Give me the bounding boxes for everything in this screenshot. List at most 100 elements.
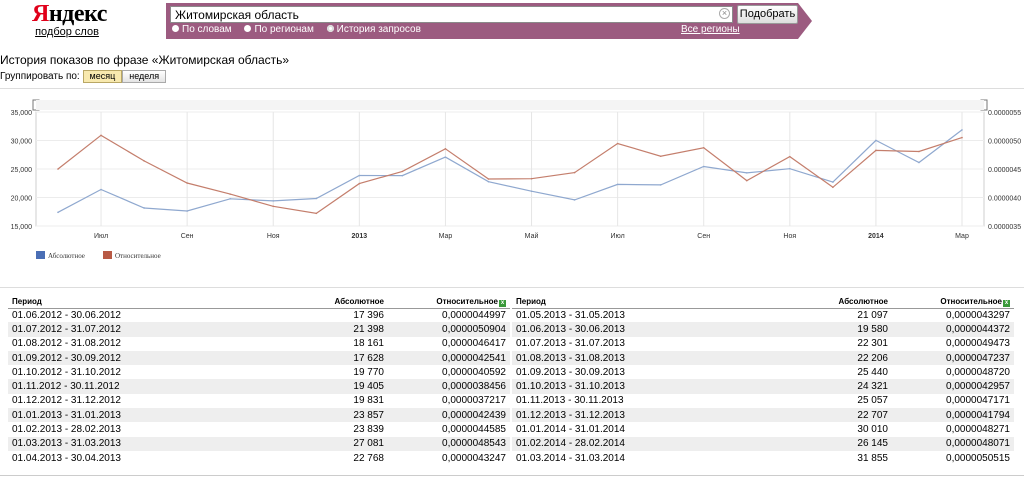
y-left-tick-label: 15,000 — [11, 224, 33, 231]
data-point — [573, 171, 576, 174]
submit-button[interactable]: Подобрать — [737, 5, 798, 24]
data-point — [272, 205, 275, 208]
table-row: 01.11.2013 - 30.11.2013 25 057 0,000004717… — [512, 394, 1014, 408]
cell-relative: 0,0000049473 — [946, 338, 1010, 350]
series-line-absolute — [57, 129, 963, 213]
x-tick-label: Ноя — [783, 233, 796, 240]
data-point — [659, 184, 662, 186]
cell-absolute: 22 768 — [353, 452, 384, 464]
data-point — [444, 148, 447, 150]
table-row: 01.02.2013 - 28.02.2013 23 839 0,000004458… — [8, 422, 510, 436]
cell-absolute: 23 839 — [353, 424, 384, 436]
cell-relative: 0,0000044997 — [442, 309, 506, 321]
cell-relative: 0,0000037217 — [442, 395, 506, 407]
table-row: 01.04.2013 - 30.04.2013 22 768 0,000004324… — [8, 451, 510, 465]
cell-absolute: 22 206 — [722, 350, 892, 366]
cell-period: 01.03.2013 - 31.03.2013 — [8, 436, 218, 451]
radio-icon[interactable] — [172, 25, 179, 32]
table-row: 01.07.2012 - 31.07.2012 21 398 0,000005090… — [8, 322, 510, 337]
header-relative[interactable]: Относительное x — [892, 296, 1014, 309]
cell-absolute: 31 855 — [857, 452, 888, 464]
cell-relative: 0,0000042439 — [388, 408, 510, 423]
table-row: 01.09.2013 - 30.09.2013 25 440 0,000004872… — [512, 365, 1014, 379]
data-point — [143, 160, 145, 162]
data-point — [875, 139, 877, 142]
cell-absolute: 19 831 — [353, 395, 384, 407]
x-tick-label: Июл — [611, 233, 625, 240]
export-excel-icon[interactable]: x — [1003, 299, 1010, 307]
table-row: 01.06.2012 - 30.06.2012 17 396 0,000004499… — [8, 308, 510, 322]
header-absolute[interactable]: Абсолютное — [722, 296, 892, 309]
data-point — [530, 190, 533, 193]
table-header-row: Период Абсолютное Относительное x — [8, 296, 510, 309]
data-point — [789, 155, 791, 158]
cell-absolute: 17 396 — [353, 309, 384, 321]
data-point — [186, 182, 188, 184]
radio-selected-icon[interactable] — [326, 25, 334, 32]
cell-relative: 0,0000041794 — [892, 408, 1014, 423]
group-week-button[interactable]: неделя — [122, 70, 167, 83]
mode-history[interactable]: История запросов — [326, 24, 421, 35]
table-row: 01.10.2013 - 31.10.2013 24 321 0,000004295… — [512, 379, 1014, 394]
all-regions-link[interactable]: Все регионы — [681, 24, 740, 35]
cell-absolute: 25 057 — [857, 395, 888, 407]
export-excel-icon[interactable]: x — [499, 299, 506, 307]
cell-period: 01.06.2012 - 30.06.2012 — [12, 309, 121, 321]
table-row: 01.12.2012 - 31.12.2012 19 831 0,000003721… — [8, 394, 510, 408]
wordstat-link[interactable]: подбор слов — [35, 26, 99, 38]
group-month-button[interactable]: месяц — [82, 70, 123, 83]
data-point — [918, 161, 920, 164]
data-point — [272, 200, 275, 202]
cell-period: 01.05.2013 - 31.05.2013 — [516, 309, 625, 321]
divider — [0, 88, 1024, 89]
header-absolute[interactable]: Абсолютное — [218, 296, 388, 309]
radio-icon[interactable] — [244, 25, 252, 32]
cell-period: 01.01.2013 - 31.01.2013 — [8, 408, 218, 423]
mode-by-words[interactable]: По словам — [172, 24, 232, 35]
table-row: 01.06.2013 - 30.06.2013 19 580 0,000004437… — [512, 322, 1014, 337]
cell-relative: 0,0000050904 — [388, 322, 510, 337]
header-period[interactable]: Период — [512, 296, 722, 309]
data-point — [487, 180, 490, 183]
clear-icon[interactable]: × — [719, 8, 730, 19]
table-row: 01.03.2013 - 31.03.2013 27 081 0,000004854… — [8, 436, 510, 451]
cell-absolute: 22 301 — [857, 338, 888, 350]
header-relative[interactable]: Относительное x — [388, 296, 510, 309]
x-tick-label: Сен — [697, 233, 710, 240]
data-point — [918, 150, 920, 153]
data-point — [358, 174, 361, 177]
yandex-logo[interactable]: Яндекс подбор слов — [32, 0, 107, 38]
cell-period: 01.12.2013 - 31.12.2013 — [512, 408, 722, 423]
data-point — [100, 134, 102, 137]
data-point — [702, 165, 705, 168]
data-point — [444, 156, 447, 158]
divider — [0, 287, 1024, 288]
search-input[interactable] — [170, 6, 733, 23]
table-row: 01.02.2014 - 28.02.2014 26 145 0,000004807… — [512, 436, 1014, 451]
cell-period: 01.11.2013 - 30.11.2013 — [516, 395, 624, 407]
header-relative-label: Относительное — [436, 296, 498, 306]
mode-by-regions[interactable]: По регионам — [244, 24, 314, 35]
cell-period: 01.09.2013 - 30.09.2013 — [516, 366, 625, 378]
table-row: 01.01.2014 - 31.01.2014 30 010 0,000004827… — [512, 422, 1014, 436]
x-tick-label: Мар — [955, 233, 969, 240]
cell-relative: 0,0000047171 — [946, 395, 1010, 407]
logo-letters-rest: ндекс — [48, 1, 108, 27]
cell-absolute: 30 010 — [857, 424, 888, 436]
series-line-relative — [57, 134, 963, 215]
data-point — [57, 211, 59, 214]
search-bar-arrow — [798, 3, 812, 39]
cell-period: 01.01.2014 - 31.01.2014 — [516, 424, 625, 436]
cell-absolute: 26 145 — [722, 436, 892, 451]
x-tick-label: 2014 — [868, 233, 884, 240]
cell-period: 01.08.2012 - 31.08.2012 — [12, 338, 121, 350]
table-row: 01.10.2012 - 31.10.2012 19 770 0,000004059… — [8, 365, 510, 379]
legend-label: Относительное — [115, 252, 161, 260]
header-period[interactable]: Период — [8, 296, 218, 309]
legend-label: Абсолютное — [48, 252, 85, 260]
data-point — [702, 146, 705, 149]
grouping-controls: Группировать по: месяц неделя — [0, 70, 167, 83]
cell-period: 01.02.2014 - 28.02.2014 — [512, 436, 722, 451]
data-point — [143, 207, 145, 209]
cell-period: 01.07.2012 - 31.07.2012 — [8, 322, 218, 337]
